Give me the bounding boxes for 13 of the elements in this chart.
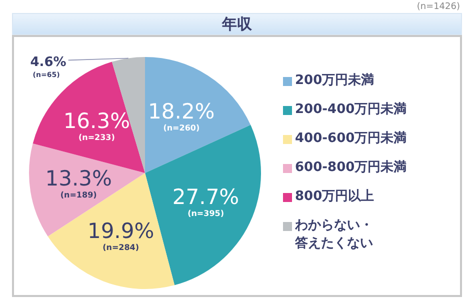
legend-label: 400-600万円未満 [295,130,407,148]
legend-label: わからない・答えたくない [295,217,374,253]
data-label: 19.9% (n=284) [87,218,154,252]
legend-label: 200-400万円未満 [295,101,407,119]
legend-label: 200万円未満 [295,72,374,90]
legend-label: 600-800万円未満 [295,159,407,177]
data-label: 16.3% (n=233) [63,109,130,142]
legend-label: 800万円以上 [295,188,374,206]
data-label: 13.3% (n=189) [45,166,112,200]
chart-title: 年収 [12,13,462,35]
text: (n=1426) [416,2,460,12]
data-label: 18.2% (n=260) [148,99,215,132]
data-label: 27.7% (n=395) [172,184,240,218]
